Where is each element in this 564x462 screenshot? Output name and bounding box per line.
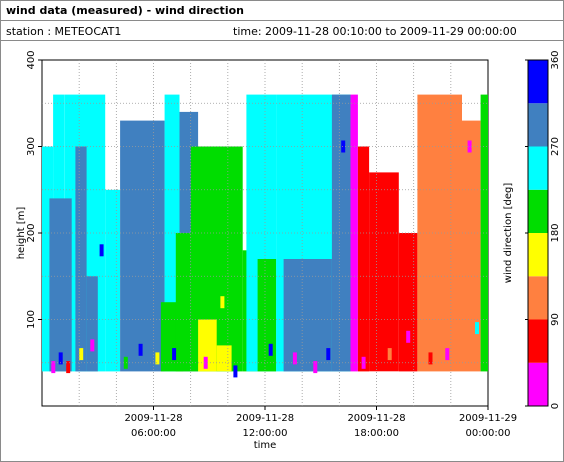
colorbar-tick-label: 270 xyxy=(550,137,561,156)
heatmap-region xyxy=(164,94,180,372)
heatmap-cell xyxy=(155,352,160,365)
heatmap-region xyxy=(42,146,54,372)
heatmap-cell xyxy=(99,244,104,257)
heatmap-cell xyxy=(90,339,95,352)
y-tick-label: 200 xyxy=(26,223,37,242)
heatmap-cell xyxy=(326,348,331,361)
time-range-label: time: 2009-11-28 00:10:00 to 2009-11-29 … xyxy=(233,25,517,38)
colorbar-bin xyxy=(528,189,548,233)
colorbar-bin xyxy=(528,60,548,104)
info-bar: station : METEOCAT1 time: 2009-11-28 00:… xyxy=(1,21,563,41)
heatmap-cell xyxy=(387,348,392,361)
colorbar-bin xyxy=(528,319,548,363)
heatmap-region xyxy=(198,319,217,372)
heatmap-cell xyxy=(58,352,63,365)
heatmap-region xyxy=(105,189,121,372)
y-axis: 100 200 300 400 xyxy=(26,50,42,329)
heatmap-cell xyxy=(138,343,143,356)
heatmap-region xyxy=(75,146,87,372)
colorbar-ticks: 0 90 180 270 360 xyxy=(525,50,561,409)
heatmap-region xyxy=(175,233,191,372)
heatmap-cell xyxy=(268,343,273,356)
heatmap-cell xyxy=(445,348,450,361)
heatmap-cell xyxy=(467,140,472,153)
colorbar-bin xyxy=(528,362,548,406)
chart-title: wind data (measured) - wind direction xyxy=(6,4,244,17)
y-tick-label: 300 xyxy=(26,137,37,156)
title-bar: wind data (measured) - wind direction xyxy=(1,1,563,21)
heatmap-region xyxy=(417,94,462,372)
heatmap-cell xyxy=(313,361,318,374)
heatmap-region xyxy=(331,94,351,372)
colorbar-bin xyxy=(528,146,548,190)
colorbar xyxy=(527,59,549,407)
x-tick-date: 2009-11-29 xyxy=(459,413,517,424)
colorbar-bin xyxy=(528,276,548,320)
heatmap-region xyxy=(480,94,488,372)
heatmap-cell xyxy=(123,356,128,369)
heatmap-region xyxy=(462,120,481,372)
colorbar-tick-label: 360 xyxy=(550,50,561,69)
y-axis-label: height [m] xyxy=(16,207,27,260)
heatmap-cell xyxy=(475,322,479,335)
heatmap-cell xyxy=(406,330,411,343)
colorbar-tick-label: 0 xyxy=(550,403,561,409)
heatmap-cell xyxy=(292,352,297,365)
heatmap-region xyxy=(120,120,165,372)
x-tick-date: 2009-11-28 xyxy=(124,413,182,424)
x-axis: 2009-11-28 06:00:00 2009-11-28 12:00:00 2009… xyxy=(124,406,517,439)
grid-lines xyxy=(42,60,488,406)
x-tick-time: 00:00:00 xyxy=(466,428,511,439)
heatmap-cell xyxy=(428,352,433,365)
heatmap-cell xyxy=(220,296,225,309)
heatmap-region xyxy=(283,259,332,372)
colorbar-tick-label: 90 xyxy=(550,313,561,326)
heatmap-cell xyxy=(51,361,56,374)
colorbar-tick-label: 180 xyxy=(550,223,561,242)
y-tick-label: 100 xyxy=(26,310,37,329)
heatmap-cell xyxy=(341,140,346,153)
x-tick-time: 06:00:00 xyxy=(131,428,176,439)
heatmap-cells xyxy=(42,94,488,378)
heatmap-region xyxy=(49,198,72,372)
station-label: station : METEOCAT1 xyxy=(6,25,122,38)
colorbar-label: wind direction [deg] xyxy=(503,183,514,284)
x-tick-time: 12:00:00 xyxy=(243,428,288,439)
heatmap-region xyxy=(369,172,399,372)
heatmap-region xyxy=(86,276,98,372)
heatmap-region xyxy=(257,259,277,372)
colorbar-bin xyxy=(528,103,548,147)
heatmap-cell xyxy=(172,348,177,361)
heatmap-cell xyxy=(203,356,208,369)
x-tick-time: 18:00:00 xyxy=(354,428,399,439)
x-axis-label: time xyxy=(254,440,277,451)
colorbar-bin xyxy=(528,233,548,277)
x-tick-date: 2009-11-28 xyxy=(347,413,405,424)
heatmap-region xyxy=(357,146,370,372)
heatmap-cell xyxy=(79,348,84,361)
x-tick-date: 2009-11-28 xyxy=(236,413,294,424)
y-tick-label: 400 xyxy=(26,50,37,69)
heatmap-cell xyxy=(66,361,71,374)
heatmap-region xyxy=(398,233,418,372)
heatmap-cell xyxy=(233,365,238,378)
heatmap-region xyxy=(216,345,232,372)
